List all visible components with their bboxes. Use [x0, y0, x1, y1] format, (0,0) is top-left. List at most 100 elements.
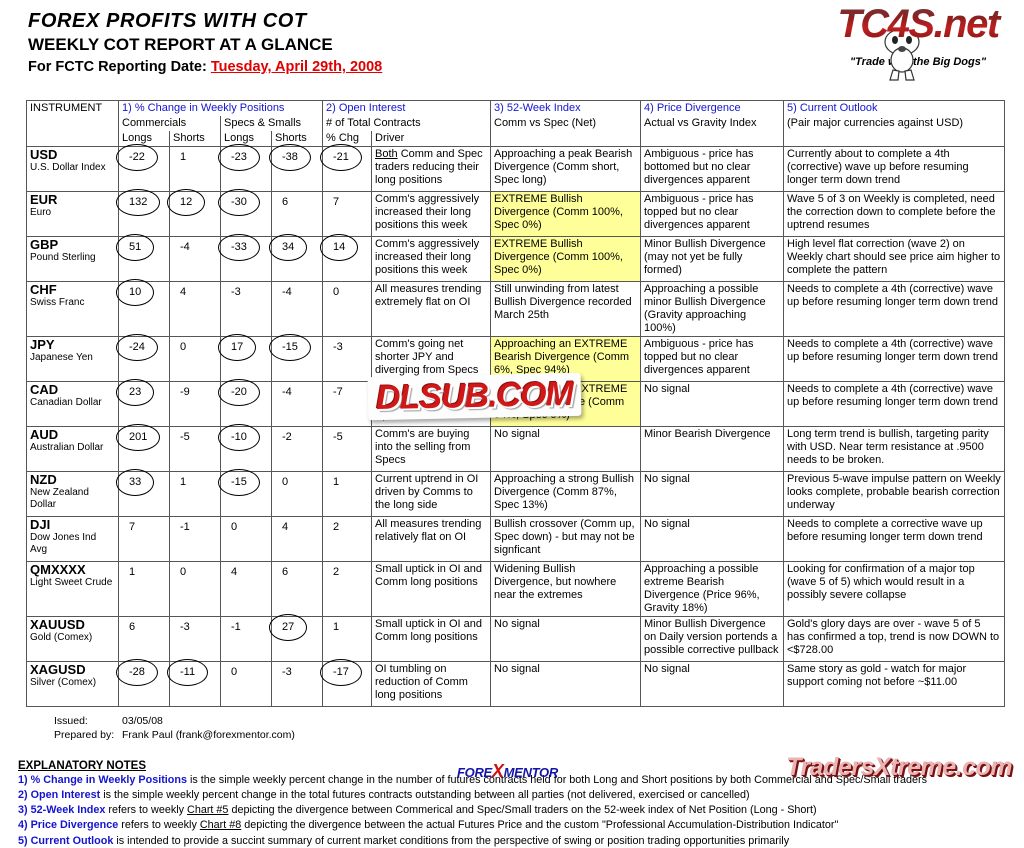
tc4s-logo: TC4S.net "Trade with the Big Dogs": [818, 4, 1018, 81]
note-line: 3) 52-Week Index refers to weekly Chart …: [18, 803, 1024, 817]
prepared-value: Frank Paul (frank@forexmentor.com): [122, 728, 295, 741]
instrument-cell: CHF Swiss Franc: [26, 280, 119, 337]
instrument-symbol: GBP: [30, 236, 59, 252]
cell-current-outlook: Same story as gold - watch for major sup…: [783, 660, 1005, 707]
cell-spec-short: 4: [271, 515, 323, 562]
cell-oi-driver: All measures trending relatively flat on…: [371, 515, 491, 562]
note-key: 5) Current Outlook: [18, 834, 114, 847]
spec-short-value: -4: [282, 385, 292, 398]
comm-short-value: 1: [180, 475, 187, 488]
comm-short-value: -5: [180, 430, 190, 443]
issued-block: Issued: 03/05/08 Prepared by: Frank Paul…: [26, 714, 1024, 742]
cell-current-outlook-text: Previous 5-wave impulse pattern on Weekl…: [787, 472, 1001, 511]
forexmentor-pre: FORE: [457, 765, 492, 780]
cell-current-outlook-text: Currently about to complete a 4th (corre…: [787, 147, 969, 186]
cell-oi-driver: Both Comm and Spec traders reducing thei…: [371, 145, 491, 192]
instrument-symbol: CHF: [30, 281, 57, 297]
cell-oi-chg: 14: [319, 233, 372, 282]
spec-long-value: 17: [217, 333, 257, 361]
cell-spec-short: -4: [271, 380, 323, 427]
cell-spec-short: -3: [271, 660, 323, 707]
oi-chg-value: 2: [333, 565, 340, 578]
spec-long-value: 0: [231, 665, 238, 678]
spec-short-value: 6: [282, 195, 289, 208]
forexmentor-post: MENTOR: [503, 765, 559, 780]
cell-price-divergence-text: Ambiguous - price has bottomed but no cl…: [644, 147, 754, 186]
spec-long-value: 0: [231, 520, 238, 533]
cell-price-divergence-text: Approaching a possible extreme Bearish D…: [644, 562, 760, 614]
cell-oi-chg: 1: [322, 615, 372, 662]
cell-oi-chg: -21: [320, 143, 372, 192]
spec-short-value: 34: [268, 233, 308, 261]
instrument-symbol: USD: [30, 146, 58, 162]
driver-text: OI tumbling on reduction of Comm long po…: [375, 662, 468, 701]
note-line: 4) Price Divergence refers to weekly Cha…: [18, 818, 1024, 832]
cell-price-divergence: Ambiguous - price has bottomed but no cl…: [640, 145, 784, 192]
spec-long-value: -33: [218, 233, 260, 261]
cell-spec-short: -15: [269, 333, 323, 382]
cell-spec-short: -38: [269, 143, 323, 192]
cell-comm-short: -9: [169, 380, 221, 427]
cell-oi-chg: 2: [322, 515, 372, 562]
col-52week-spacer: [490, 130, 641, 147]
prepared-row: Prepared by: Frank Paul (frank@forexment…: [26, 728, 295, 742]
cell-current-outlook: Looking for confirmation of a major top …: [783, 560, 1005, 617]
cell-52week-index: No signal: [490, 660, 641, 707]
note-key: 1) % Change in Weekly Positions: [18, 773, 187, 786]
cell-spec-short: -4: [271, 280, 323, 337]
spec-short-value: -3: [282, 665, 292, 678]
cell-spec-long: 17: [217, 333, 272, 382]
table-row: AUD Australian Dollar 201 -5 -10 -2 -5 Comm's a…: [26, 423, 1005, 472]
cell-comm-long: 6: [118, 615, 170, 662]
cell-52week-index: No signal: [490, 425, 641, 472]
cell-current-outlook: High level flat correction (wave 2) on W…: [783, 235, 1005, 282]
cell-spec-short: 0: [271, 470, 323, 517]
comm-short-value: -3: [180, 620, 190, 633]
spec-short-value: -2: [282, 430, 292, 443]
cell-spec-long: -20: [218, 378, 272, 427]
instrument-name: Australian Dollar: [30, 442, 104, 454]
cell-oi-driver: Comm's going net shorter JPY and divergi…: [371, 335, 491, 382]
cell-comm-long: 33: [115, 468, 170, 517]
instrument-name: Light Sweet Crude: [30, 577, 113, 589]
instrument-cell: JPY Japanese Yen: [26, 335, 119, 382]
cell-oi-driver: Comm's aggressively increased their long…: [371, 235, 491, 282]
cell-oi-chg: -17: [320, 658, 372, 707]
cell-spec-long: -30: [218, 188, 272, 237]
note-chart-link[interactable]: Chart #8: [199, 819, 242, 832]
cell-current-outlook: Needs to complete a 4th (corrective) wav…: [783, 335, 1005, 382]
cell-spec-long: -1: [220, 615, 272, 662]
forexmentor-logo: FOREXMENTOR: [457, 761, 558, 782]
comm-short-value: 12: [166, 188, 206, 216]
cell-spec-long: 0: [220, 515, 272, 562]
note-chart-link[interactable]: Chart #5: [187, 804, 229, 817]
instrument-name: Silver (Comex): [30, 677, 97, 689]
spec-short-value: 4: [282, 520, 289, 533]
instrument-cell: NZD New Zealand Dollar: [26, 470, 119, 517]
table-row: XAGUSD Silver (Comex) -28 -11 0 -3 -17 OI tumbl…: [26, 658, 1005, 707]
cell-52week-index-text: Approaching an EXTREME Bearish Divergenc…: [494, 337, 630, 376]
group-3-title: 3) 52-Week Index: [490, 99, 641, 116]
cell-current-outlook-text: Gold's glory days are over - wave 5 of 5…: [787, 617, 1000, 656]
instrument-symbol: DJI: [30, 516, 51, 532]
instrument-symbol: CAD: [30, 381, 59, 397]
cell-price-divergence-text: Ambiguous - price has topped but no clea…: [644, 192, 754, 231]
cell-52week-index: Still unwinding from latest Bullish Dive…: [490, 280, 641, 337]
page-title: FOREX PROFITS WITH COT: [28, 10, 307, 32]
cell-oi-driver: Comm's aggressively increased their long…: [371, 190, 491, 237]
comm-long-value: 23: [115, 378, 155, 406]
instrument-name: U.S. Dollar Index: [30, 162, 106, 174]
cell-spec-long: 0: [220, 660, 272, 707]
spec-short-value: -38: [269, 143, 311, 171]
cell-current-outlook-text: Needs to complete a corrective wave up b…: [787, 517, 983, 543]
oi-chg-value: -5: [333, 430, 343, 443]
cell-comm-short: -4: [169, 235, 221, 282]
cell-price-divergence-text: Minor Bearish Divergence: [644, 427, 771, 440]
instrument-name: Dow Jones Ind Avg: [30, 532, 97, 556]
table-row: DJI Dow Jones Ind Avg 7 -1 0 4 2 All measures t…: [26, 515, 1005, 562]
note-text-post: depicting the divergence between the act…: [241, 819, 839, 832]
cell-52week-index: Widening Bullish Divergence, but nowhere…: [490, 560, 641, 617]
subhead-commercials: Commercials: [118, 115, 221, 131]
instrument-symbol: JPY: [30, 336, 55, 352]
driver-text: Comm's aggressively increased their long…: [375, 192, 480, 231]
